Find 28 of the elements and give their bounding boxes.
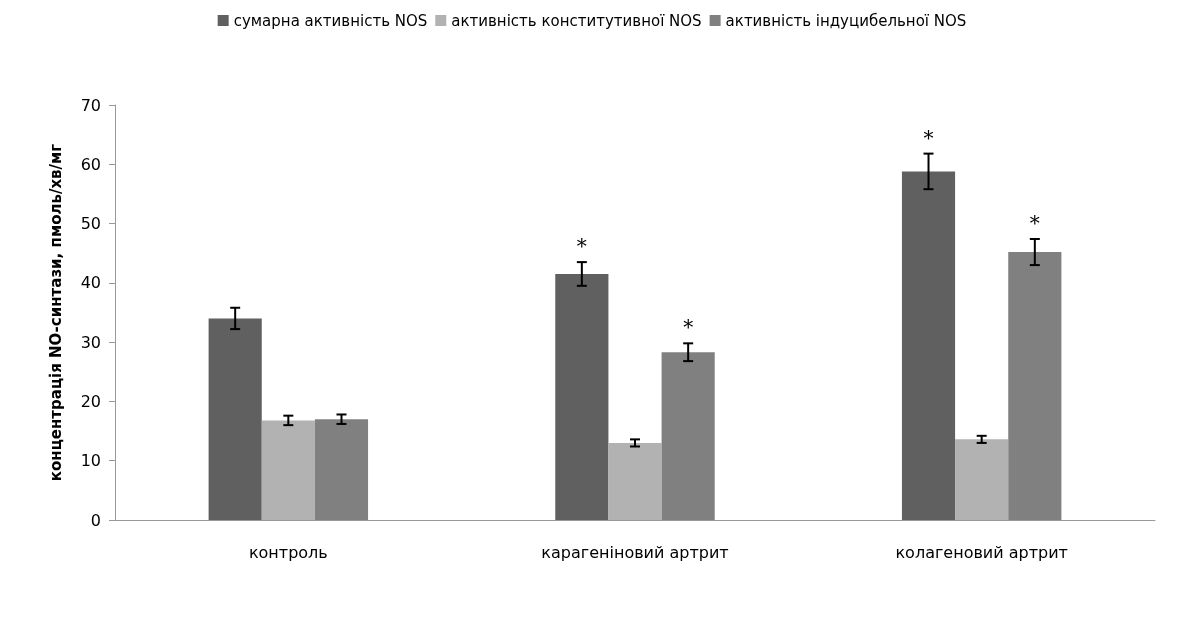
y-tick-label: 60 [80, 154, 101, 174]
bar [261, 420, 315, 520]
y-tick-label: 30 [80, 332, 101, 352]
bar [314, 419, 369, 520]
x-tick-label: контроль [248, 542, 328, 562]
data-label: * [576, 234, 587, 259]
legend-label: активність індуцибельної NOS [725, 11, 967, 30]
bar [608, 442, 662, 520]
legend-label: сумарна активність NOS [233, 11, 428, 30]
data-label: * [1029, 210, 1040, 235]
y-tick-label: 20 [80, 391, 101, 411]
y-tick-label: 0 [90, 510, 101, 530]
bar [955, 439, 1009, 520]
bar [555, 273, 609, 520]
bar [661, 352, 715, 520]
x-tick-label: карагеніновий артрит [541, 542, 729, 562]
legend-label: активність конститутивної NOS [451, 11, 702, 30]
y-tick-label: 10 [80, 451, 101, 471]
data-label: * [923, 125, 934, 150]
y-tick-label: 50 [80, 214, 101, 234]
bar [1008, 252, 1062, 520]
data-label: * [683, 315, 694, 340]
y-axis-title: концентрація NO-синтази, пмоль/хв/мг [46, 143, 65, 482]
bar [208, 318, 262, 520]
y-tick-label: 70 [80, 95, 101, 115]
y-tick-label: 40 [80, 273, 101, 293]
x-tick-label: колагеновий артрит [895, 542, 1068, 562]
bar [901, 171, 956, 520]
